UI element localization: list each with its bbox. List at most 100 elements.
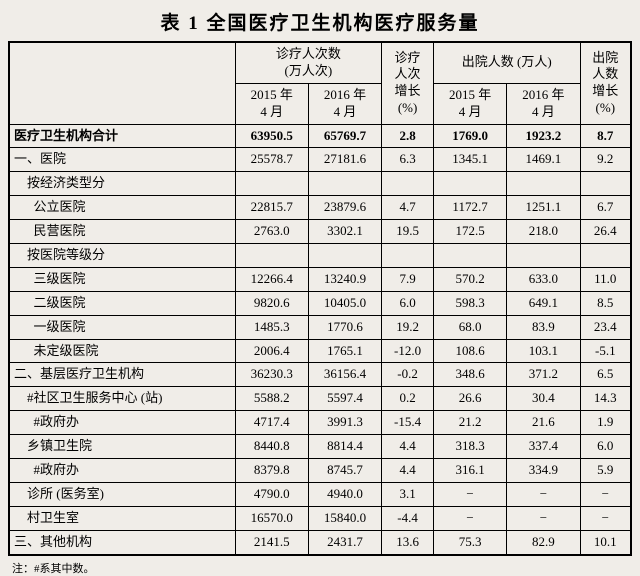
table-row: 未定级医院2006.41765.1-12.0108.6103.1-5.1: [9, 339, 631, 363]
cell-d2016: 1923.2: [507, 124, 580, 148]
cell-label: 一、医院: [9, 148, 235, 172]
header-blank: [9, 42, 235, 124]
cell-v2016: 65769.7: [308, 124, 381, 148]
cell-vg: 4.4: [382, 459, 434, 483]
cell-v2016: [308, 244, 381, 268]
table-row: #政府办4717.43991.3-15.421.221.61.9: [9, 411, 631, 435]
table-row: #社区卫生服务中心 (站)5588.25597.40.226.630.414.3: [9, 387, 631, 411]
cell-dg: [580, 172, 631, 196]
table-row: 二、基层医疗卫生机构36230.336156.4-0.2348.6371.26.…: [9, 363, 631, 387]
cell-vg: -12.0: [382, 339, 434, 363]
cell-dg: 1.9: [580, 411, 631, 435]
cell-d2015: 172.5: [433, 220, 506, 244]
cell-v2016: 1770.6: [308, 315, 381, 339]
table-row: 二级医院9820.610405.06.0598.3649.18.5: [9, 291, 631, 315]
cell-label: 一级医院: [9, 315, 235, 339]
cell-d2016: −: [507, 482, 580, 506]
cell-d2016: 30.4: [507, 387, 580, 411]
cell-d2015: 1172.7: [433, 196, 506, 220]
header-discharge-2016: 2016 年4 月: [507, 83, 580, 124]
cell-d2015: 68.0: [433, 315, 506, 339]
cell-v2015: 36230.3: [235, 363, 308, 387]
header-discharge-group: 出院人数 (万人): [433, 42, 580, 83]
data-table: 诊疗人次数(万人次) 诊疗人次增长(%) 出院人数 (万人) 出院人数增长(%)…: [8, 41, 632, 556]
cell-label: 乡镇卫生院: [9, 435, 235, 459]
cell-d2015: 21.2: [433, 411, 506, 435]
table-row: 村卫生室16570.015840.0-4.4−−−: [9, 506, 631, 530]
table-header: 诊疗人次数(万人次) 诊疗人次增长(%) 出院人数 (万人) 出院人数增长(%)…: [9, 42, 631, 124]
cell-v2015: 2141.5: [235, 530, 308, 554]
cell-d2015: [433, 244, 506, 268]
cell-vg: 6.3: [382, 148, 434, 172]
cell-v2016: 8745.7: [308, 459, 381, 483]
cell-v2016: 3302.1: [308, 220, 381, 244]
cell-vg: 19.2: [382, 315, 434, 339]
cell-v2015: 8440.8: [235, 435, 308, 459]
cell-label: 民营医院: [9, 220, 235, 244]
cell-vg: 4.4: [382, 435, 434, 459]
cell-vg: 0.2: [382, 387, 434, 411]
cell-v2016: 27181.6: [308, 148, 381, 172]
cell-v2016: 4940.0: [308, 482, 381, 506]
cell-label: 诊所 (医务室): [9, 482, 235, 506]
cell-d2015: 1345.1: [433, 148, 506, 172]
cell-d2016: −: [507, 506, 580, 530]
table-row: 乡镇卫生院8440.88814.44.4318.3337.46.0: [9, 435, 631, 459]
header-visits-growth: 诊疗人次增长(%): [382, 42, 434, 124]
cell-vg: -0.2: [382, 363, 434, 387]
cell-v2015: 22815.7: [235, 196, 308, 220]
cell-v2015: 63950.5: [235, 124, 308, 148]
cell-d2016: [507, 172, 580, 196]
cell-label: 二级医院: [9, 291, 235, 315]
cell-dg: 8.5: [580, 291, 631, 315]
cell-vg: 19.5: [382, 220, 434, 244]
cell-label: 按医院等级分: [9, 244, 235, 268]
cell-dg: 8.7: [580, 124, 631, 148]
table-row: 公立医院22815.723879.64.71172.71251.16.7: [9, 196, 631, 220]
cell-label: #社区卫生服务中心 (站): [9, 387, 235, 411]
cell-v2015: 12266.4: [235, 267, 308, 291]
cell-v2015: 2006.4: [235, 339, 308, 363]
cell-d2016: 1469.1: [507, 148, 580, 172]
cell-v2016: 15840.0: [308, 506, 381, 530]
cell-v2015: 1485.3: [235, 315, 308, 339]
cell-vg: [382, 172, 434, 196]
cell-d2015: −: [433, 506, 506, 530]
cell-d2016: 21.6: [507, 411, 580, 435]
cell-label: 医疗卫生机构合计: [9, 124, 235, 148]
cell-v2016: 5597.4: [308, 387, 381, 411]
cell-vg: -15.4: [382, 411, 434, 435]
cell-label: 二、基层医疗卫生机构: [9, 363, 235, 387]
cell-dg: -5.1: [580, 339, 631, 363]
table-body: 医疗卫生机构合计63950.565769.72.81769.01923.28.7…: [9, 124, 631, 555]
cell-label: 三、其他机构: [9, 530, 235, 554]
cell-d2016: 83.9: [507, 315, 580, 339]
table-row: 民营医院2763.03302.119.5172.5218.026.4: [9, 220, 631, 244]
cell-label: #政府办: [9, 459, 235, 483]
cell-dg: 6.7: [580, 196, 631, 220]
cell-v2015: [235, 172, 308, 196]
cell-dg: −: [580, 506, 631, 530]
cell-d2015: 348.6: [433, 363, 506, 387]
table-title: 表 1 全国医疗卫生机构医疗服务量: [8, 8, 632, 35]
cell-v2015: 2763.0: [235, 220, 308, 244]
cell-v2016: [308, 172, 381, 196]
cell-v2015: 25578.7: [235, 148, 308, 172]
cell-d2015: 75.3: [433, 530, 506, 554]
table-row: 按经济类型分: [9, 172, 631, 196]
cell-v2015: [235, 244, 308, 268]
cell-vg: -4.4: [382, 506, 434, 530]
cell-d2016: [507, 244, 580, 268]
cell-dg: 9.2: [580, 148, 631, 172]
cell-d2016: 633.0: [507, 267, 580, 291]
cell-d2016: 82.9: [507, 530, 580, 554]
cell-label: #政府办: [9, 411, 235, 435]
header-visits-2015: 2015 年4 月: [235, 83, 308, 124]
cell-label: 村卫生室: [9, 506, 235, 530]
cell-d2016: 103.1: [507, 339, 580, 363]
cell-label: 按经济类型分: [9, 172, 235, 196]
header-visits-2016: 2016 年4 月: [308, 83, 381, 124]
cell-d2015: 108.6: [433, 339, 506, 363]
table-row: #政府办8379.88745.74.4316.1334.95.9: [9, 459, 631, 483]
footnote: 注：#系其中数。: [8, 560, 632, 576]
